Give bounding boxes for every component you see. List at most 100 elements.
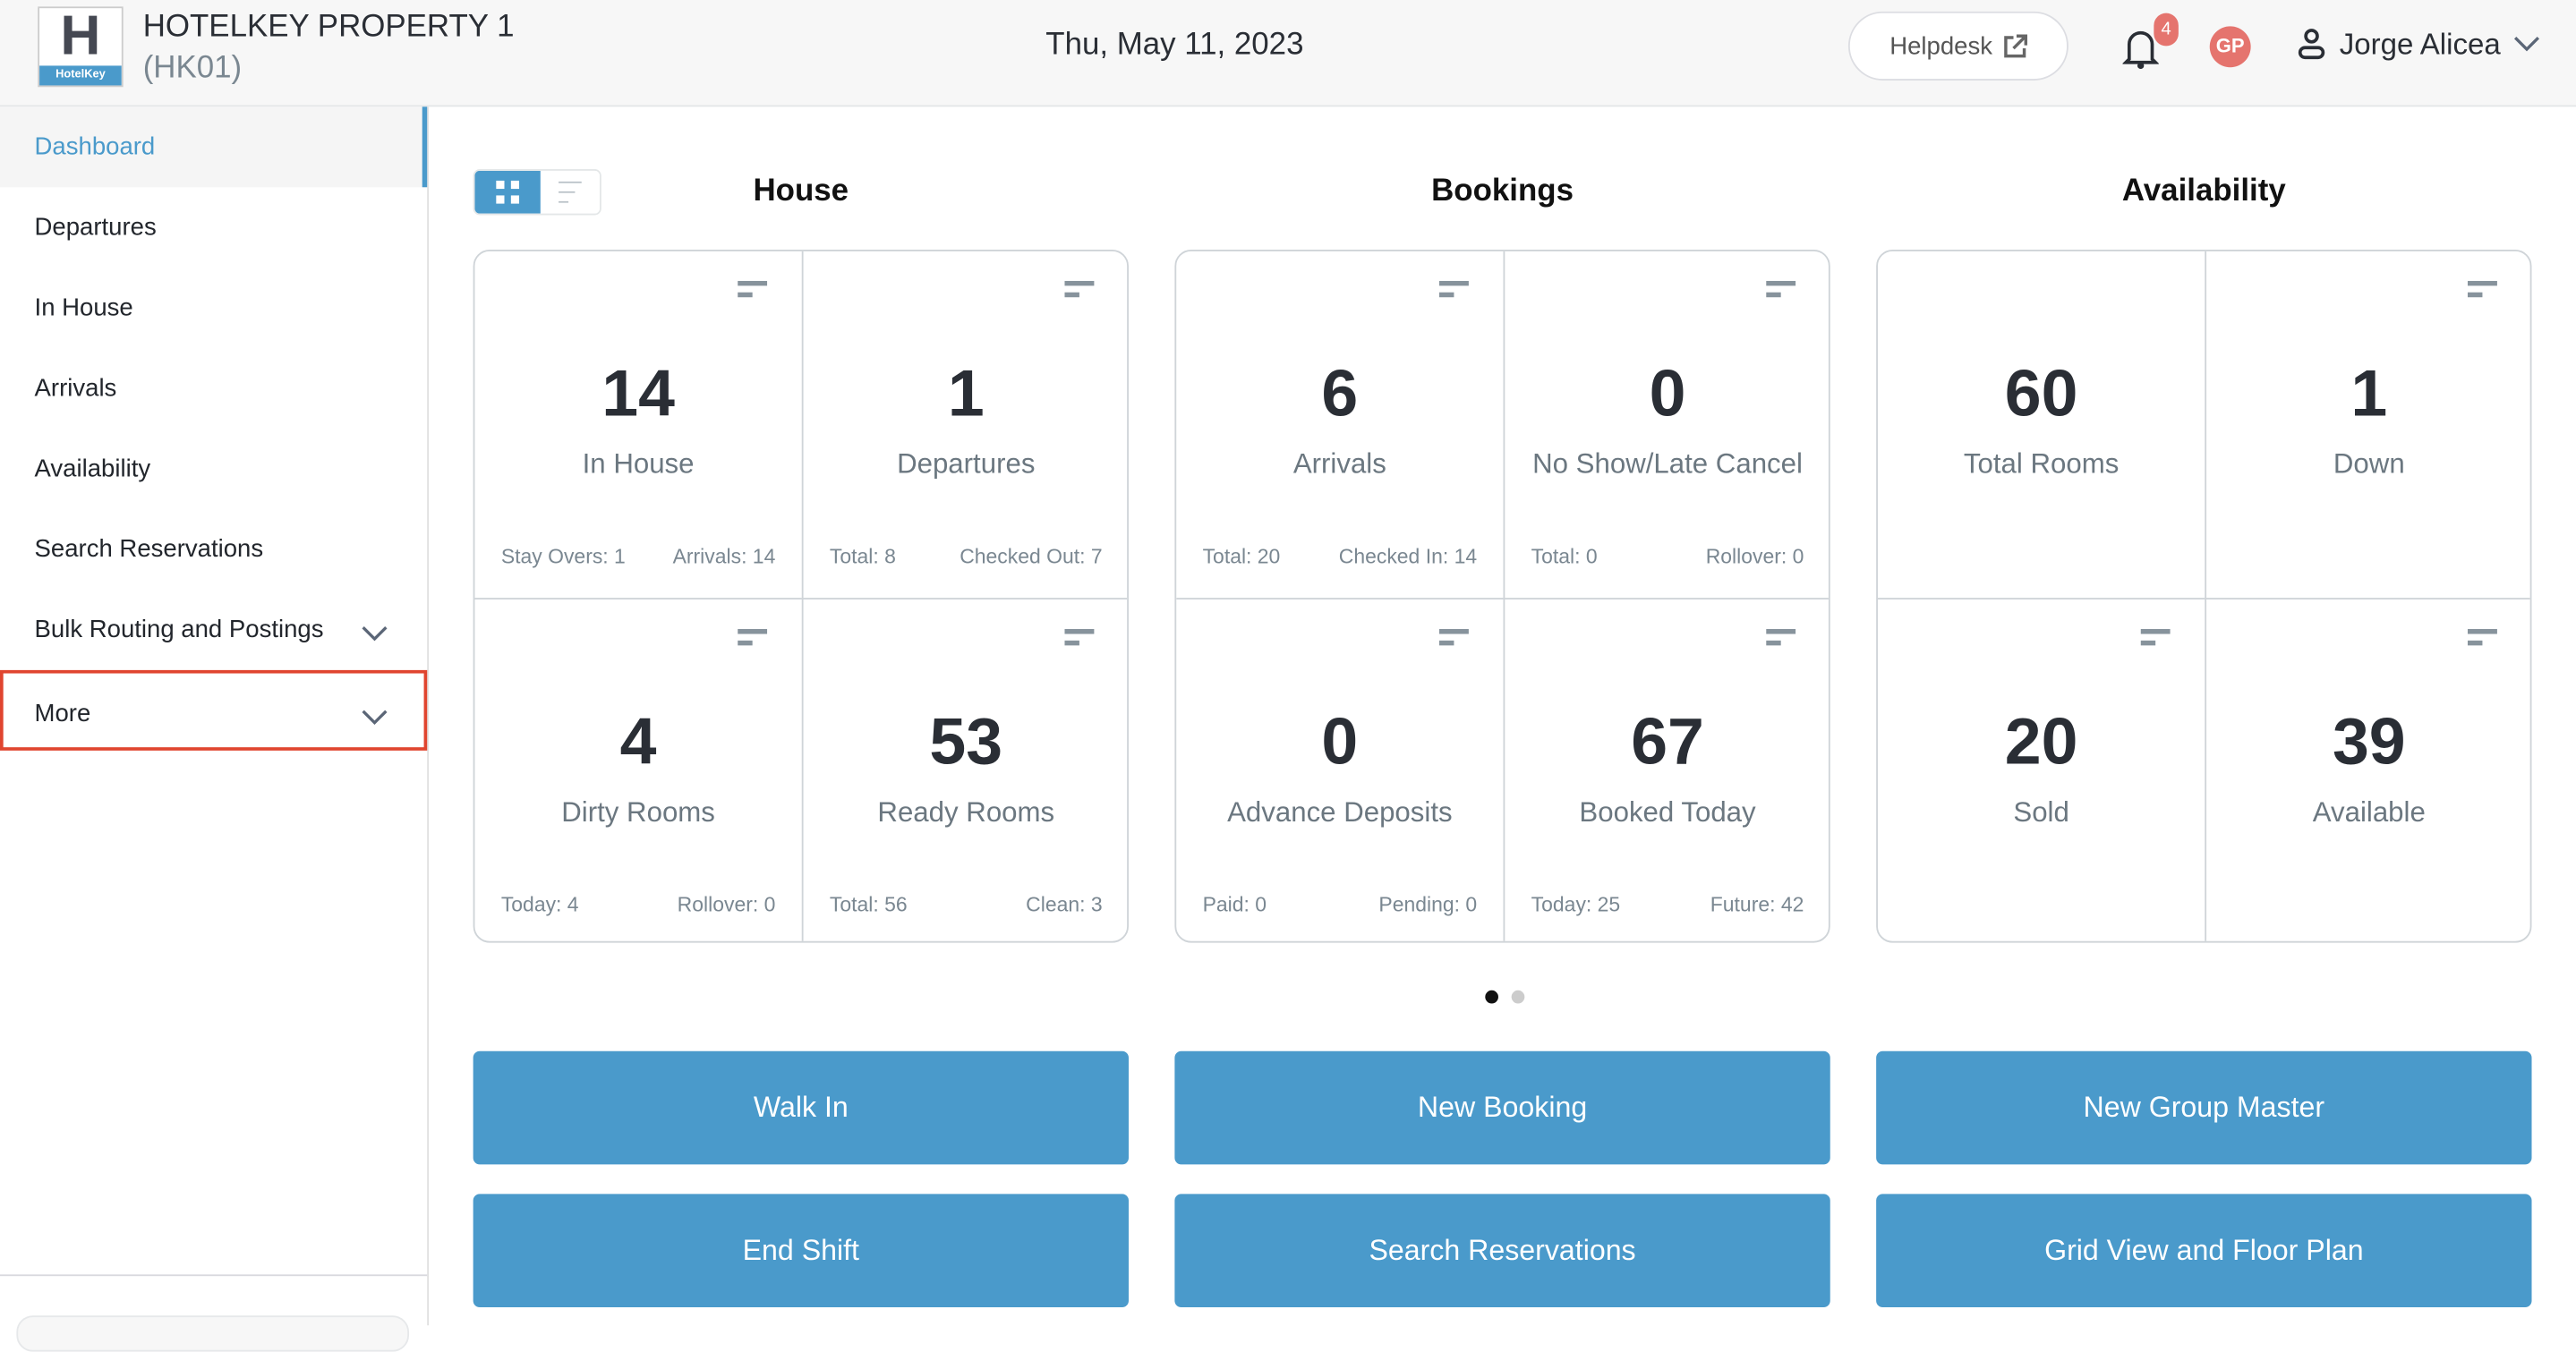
sidebar: Dashboard Departures In House Arrivals A… — [0, 106, 430, 1352]
stat-card[interactable]: 1 Departures Total: 8 Checked Out: 7 — [801, 251, 1127, 599]
stat-label: Dirty Rooms — [561, 796, 715, 829]
nav-label: Arrivals — [34, 374, 117, 403]
stat-label: Arrivals — [1292, 448, 1386, 480]
stat-detail-right: Arrivals: 14 — [672, 545, 776, 569]
stat-detail-left: Total: 8 — [829, 545, 896, 569]
logo-letter: H — [60, 10, 101, 64]
section-availability-cards: 60 Total Rooms 1 Down 20 Sold 39 Available — [1876, 249, 2532, 943]
stat-value: 0 — [1649, 358, 1686, 430]
stat-card[interactable]: 4 Dirty Rooms Today: 4 Rollover: 0 — [474, 598, 802, 941]
notification-badge: 4 — [2154, 13, 2179, 47]
filter-icon[interactable] — [1766, 628, 1796, 649]
search-reservations-button[interactable]: Search Reservations — [1174, 1194, 1830, 1308]
section-title: Availability — [2121, 174, 2286, 209]
stat-value: 60 — [2004, 358, 2078, 430]
stat-value: 14 — [601, 358, 675, 430]
sidebar-item-search-reservations[interactable]: Search Reservations — [0, 509, 427, 590]
stat-value: 0 — [1321, 706, 1359, 779]
sidebar-footer-box[interactable] — [16, 1315, 410, 1352]
stat-value: 53 — [929, 706, 1003, 779]
stat-label: Total Rooms — [1963, 448, 2120, 480]
stat-detail-left: Paid: 0 — [1202, 893, 1267, 917]
sidebar-item-dashboard[interactable]: Dashboard — [0, 106, 428, 188]
user-name: Jorge Alicea — [2339, 28, 2501, 61]
pager-dot[interactable] — [1511, 990, 1525, 1004]
sidebar-item-departures[interactable]: Departures — [0, 187, 427, 268]
stat-value: 67 — [1631, 706, 1704, 779]
nav-label: Search Reservations — [34, 535, 264, 564]
filter-icon[interactable] — [1438, 628, 1469, 649]
stat-card[interactable]: 0 No Show/Late Cancel Total: 0 Rollover: 0 — [1503, 251, 1828, 599]
filter-icon[interactable] — [2140, 628, 2171, 649]
filter-icon[interactable] — [738, 628, 768, 649]
external-link-icon — [2003, 33, 2027, 57]
filter-icon[interactable] — [738, 280, 768, 301]
new-booking-button[interactable]: New Booking — [1174, 1050, 1830, 1165]
stat-label: Booked Today — [1579, 796, 1756, 829]
stat-value: 20 — [2004, 706, 2078, 779]
stat-card[interactable]: 1 Down — [2205, 251, 2529, 599]
section-title: Bookings — [1431, 174, 1574, 209]
stat-detail-right: Checked In: 14 — [1338, 545, 1478, 569]
filter-icon[interactable] — [1766, 280, 1796, 301]
stat-detail-right: Pending: 0 — [1378, 893, 1478, 917]
chevron-down-icon — [362, 625, 388, 642]
sidebar-item-bulk-routing[interactable]: Bulk Routing and Postings — [0, 590, 427, 670]
stat-label: Sold — [2013, 796, 2069, 829]
nav-label: Dashboard — [34, 132, 156, 161]
section-bookings-cards: 6 Arrivals Total: 20 Checked In: 14 0 No Show… — [1174, 249, 1830, 943]
user-menu[interactable]: Jorge Alicea — [2297, 26, 2540, 62]
grid-icon — [496, 180, 520, 204]
stat-card[interactable]: 60 Total Rooms — [1878, 251, 2205, 598]
nav-label: In House — [34, 293, 133, 322]
filter-icon[interactable] — [1438, 280, 1469, 301]
end-shift-button[interactable]: End Shift — [473, 1194, 1129, 1308]
chevron-down-icon — [2514, 37, 2540, 52]
stat-label: Available — [2312, 796, 2426, 829]
sidebar-item-in-house[interactable]: In House — [0, 268, 427, 348]
stat-label: In House — [582, 448, 695, 480]
stat-label: Advance Deposits — [1227, 796, 1453, 829]
pager-dot-active[interactable] — [1485, 990, 1498, 1004]
stat-label: Down — [2333, 448, 2405, 480]
stat-card[interactable]: 0 Advance Deposits Paid: 0 Pending: 0 — [1176, 598, 1504, 941]
stat-value: 39 — [2332, 706, 2406, 779]
sidebar-item-arrivals[interactable]: Arrivals — [0, 348, 427, 429]
stat-label: Ready Rooms — [877, 796, 1055, 829]
stat-value: 1 — [2350, 358, 2388, 430]
stat-card[interactable]: 53 Ready Rooms Total: 56 Clean: 3 — [801, 598, 1128, 941]
nav-label: Availability — [34, 455, 151, 483]
stat-detail-right: Rollover: 0 — [677, 893, 776, 917]
grid-view-button[interactable] — [474, 170, 541, 214]
stat-detail-left: Total: 0 — [1531, 545, 1598, 569]
bell-icon[interactable] — [2122, 26, 2159, 70]
sidebar-item-more[interactable]: More — [0, 669, 428, 751]
filter-icon[interactable] — [2467, 628, 2497, 649]
stat-detail-right: Clean: 3 — [1026, 893, 1103, 917]
stat-card[interactable]: 67 Booked Today Today: 25 Future: 42 — [1503, 598, 1829, 941]
filter-icon[interactable] — [1064, 280, 1095, 301]
top-header: H HotelKey HOTELKEY PROPERTY 1 (HK01) Th… — [0, 0, 2576, 107]
grid-view-floor-plan-button[interactable]: Grid View and Floor Plan — [1876, 1194, 2532, 1308]
filter-icon[interactable] — [1064, 628, 1095, 649]
new-group-master-button[interactable]: New Group Master — [1876, 1050, 2532, 1165]
walk-in-button[interactable]: Walk In — [473, 1050, 1129, 1165]
nav-label: More — [34, 699, 91, 728]
user-icon — [2298, 29, 2325, 60]
section-house-cards: 14 In House Stay Overs: 1 Arrivals: 14 1 Depa… — [473, 249, 1129, 943]
property-name: HOTELKEY PROPERTY 1 — [142, 10, 515, 45]
stat-card[interactable]: 39 Available — [2205, 598, 2530, 941]
list-view-button[interactable] — [540, 170, 600, 214]
filter-icon[interactable] — [2467, 280, 2497, 301]
stat-card[interactable]: 14 In House Stay Overs: 1 Arrivals: 14 — [474, 251, 801, 598]
stat-detail-right: Rollover: 0 — [1705, 545, 1804, 569]
stat-card[interactable]: 6 Arrivals Total: 20 Checked In: 14 — [1176, 251, 1503, 598]
avatar[interactable]: GP — [2209, 26, 2251, 68]
hotelkey-logo[interactable]: H HotelKey — [38, 6, 124, 88]
stat-detail-right: Checked Out: 7 — [960, 545, 1103, 569]
stat-value: 4 — [619, 706, 657, 779]
stat-label: Departures — [897, 448, 1036, 480]
stat-card[interactable]: 20 Sold — [1877, 598, 2205, 941]
helpdesk-button[interactable]: Helpdesk — [1847, 11, 2068, 81]
sidebar-item-availability[interactable]: Availability — [0, 429, 427, 509]
